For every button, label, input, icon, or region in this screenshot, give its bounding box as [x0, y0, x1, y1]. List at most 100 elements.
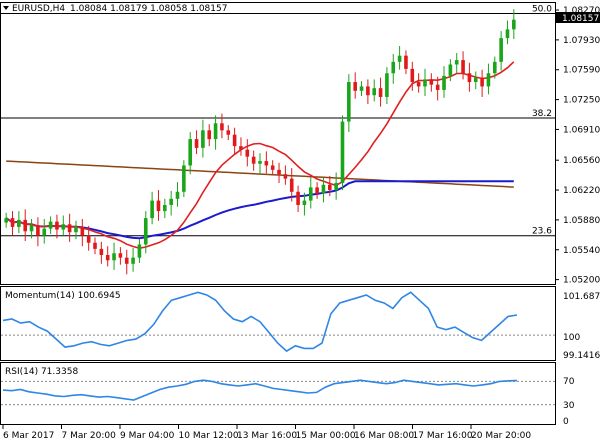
fib-level-label: 23.6 [532, 227, 552, 237]
candle-body [391, 61, 396, 74]
price-tick-label: 1.06220 [563, 186, 600, 196]
candle-body [480, 77, 484, 87]
candle-body [302, 200, 307, 205]
time-tick-label: 10 Mar 12:00 [179, 431, 239, 441]
price-tick-label: 1.06560 [563, 156, 600, 166]
candle-body [512, 19, 516, 30]
candle-body [473, 77, 478, 83]
dropdown-triangle-icon[interactable] [3, 6, 9, 10]
candle-body [105, 255, 110, 261]
candle-body [4, 218, 8, 223]
candle-body [467, 73, 472, 83]
candle-body [454, 60, 459, 65]
candle-body [505, 29, 510, 39]
candle-body [378, 88, 383, 97]
rsi-level-30-label: 30 [563, 401, 575, 411]
candle-body [461, 60, 465, 74]
candle-body [251, 156, 256, 164]
time-tick-label: 20 Mar 20:00 [471, 431, 531, 441]
candle-body [67, 224, 72, 233]
fib-level-label: 38.2 [532, 109, 552, 119]
price-tick-label: 1.05200 [563, 276, 600, 286]
price-tick-label: 1.05880 [563, 216, 600, 226]
price-tick-label: 1.06910 [563, 125, 600, 135]
momentum-pane-frame [0, 286, 556, 361]
candle-body [17, 219, 21, 227]
candle-body [137, 244, 142, 258]
candle-body [308, 187, 313, 201]
momentum-plot [1, 291, 555, 353]
fibonacci-levels: 50.0 38.2 23.6 [1, 5, 555, 237]
candle-body [423, 79, 427, 87]
candle-body [48, 221, 53, 229]
candle-body [74, 226, 78, 233]
candle-body [156, 200, 161, 212]
time-tick-label: 16 Mar 08:00 [354, 431, 414, 441]
momentum-line [2, 291, 518, 353]
candle-body [220, 123, 224, 131]
candle-body [80, 226, 85, 236]
candle-body [277, 169, 281, 175]
price-tick-label: 1.07930 [563, 36, 600, 46]
candle-body [264, 161, 269, 166]
candle-body [321, 184, 326, 194]
rsi-level-70-label: 70 [563, 377, 575, 387]
candle-body [55, 221, 59, 230]
last-price-label: 1.08157 [562, 14, 599, 24]
time-tick-label: 9 Mar 04:00 [120, 431, 175, 441]
candle-body [194, 139, 199, 148]
candle-body [182, 165, 186, 192]
candlesticks [4, 9, 516, 275]
time-tick-label: 6 Mar 2017 [3, 431, 54, 441]
candle-body [486, 73, 491, 87]
candle-body [435, 84, 440, 90]
candle-body [36, 225, 40, 236]
candle-body [118, 253, 123, 258]
candle-body [328, 184, 332, 191]
candle-body [112, 253, 116, 261]
candle-body [93, 242, 97, 249]
candle-body [150, 200, 154, 219]
candle-body [499, 38, 503, 62]
price-tick-label: 1.08270 [563, 6, 600, 16]
candle-body [131, 257, 135, 264]
time-tick-label: 13 Mar 16:00 [237, 431, 297, 441]
candle-body [366, 86, 370, 96]
candle-body [10, 218, 15, 227]
candle-body [232, 134, 237, 147]
candle-body [410, 68, 415, 83]
price-tick-label: 1.05540 [563, 246, 600, 256]
price-tick-label: 1.07590 [563, 66, 600, 76]
candle-body [201, 130, 205, 148]
candle-body [334, 183, 338, 191]
ohlc-readout: 1.08084 1.08179 1.08058 1.08157 [70, 4, 227, 14]
candle-body [442, 75, 446, 90]
candle-body [213, 123, 218, 140]
candle-body [207, 130, 212, 140]
candle-body [372, 88, 377, 96]
price-axis-ticks: 1.08270 1.07930 1.07590 1.07250 1.06910 1.065… [555, 6, 600, 286]
candle-body [124, 257, 129, 264]
candle-body [448, 64, 453, 76]
candle-body [429, 79, 434, 85]
candle-body [296, 191, 300, 205]
candle-body [492, 61, 497, 74]
candle-body [188, 139, 192, 166]
momentum-bottom-label: 99.1416 [563, 351, 600, 361]
candle-body [169, 198, 173, 205]
candle-body [340, 121, 345, 184]
rsi-title: RSI(14) 71.3358 [5, 367, 78, 377]
momentum-mid-label: 100 [563, 333, 580, 343]
candle-body [270, 165, 275, 170]
candle-body [397, 55, 402, 62]
candle-body [416, 82, 421, 87]
rsi-plot [1, 379, 555, 406]
candle-body [163, 204, 167, 212]
candle-body [23, 219, 28, 232]
rsi-zero-label: 0 [563, 417, 569, 427]
candle-body [86, 235, 91, 243]
candle-body [283, 174, 288, 179]
time-axis-ticks: 6 Mar 2017 7 Mar 20:00 9 Mar 04:00 10 Mar 1… [2, 425, 531, 441]
last-price-tag [556, 12, 600, 23]
